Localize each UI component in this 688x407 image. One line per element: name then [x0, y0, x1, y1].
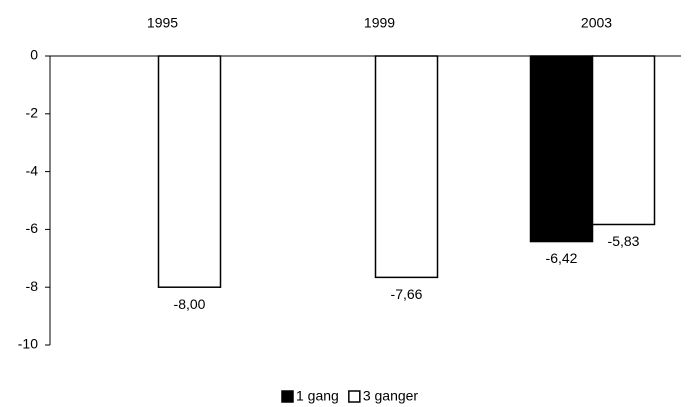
value-label: -7,66: [391, 286, 423, 302]
y-tick-label: -2: [26, 105, 39, 121]
value-label: -5,83: [608, 233, 640, 249]
y-tick-label: -8: [26, 278, 39, 294]
value-label: -6,42: [546, 250, 578, 266]
bar: [591, 55, 656, 226]
y-tick-label: 0: [30, 47, 38, 63]
x-tick-label: 2003: [581, 15, 612, 31]
x-tick-label: 1999: [364, 15, 395, 31]
x-tick-label: 1995: [147, 15, 178, 31]
legend-label: 1 gang: [296, 388, 339, 404]
legend-swatch: [348, 390, 361, 403]
legend-swatch: [281, 390, 294, 403]
y-tick-label: -10: [18, 336, 38, 352]
y-tick-label: -4: [26, 162, 39, 178]
bar: [374, 55, 439, 279]
bar: [529, 55, 594, 243]
y-tick-label: -6: [26, 220, 39, 236]
legend-label: 3 ganger: [363, 388, 419, 404]
value-label: -8,00: [174, 296, 206, 312]
bar: [157, 55, 222, 288]
